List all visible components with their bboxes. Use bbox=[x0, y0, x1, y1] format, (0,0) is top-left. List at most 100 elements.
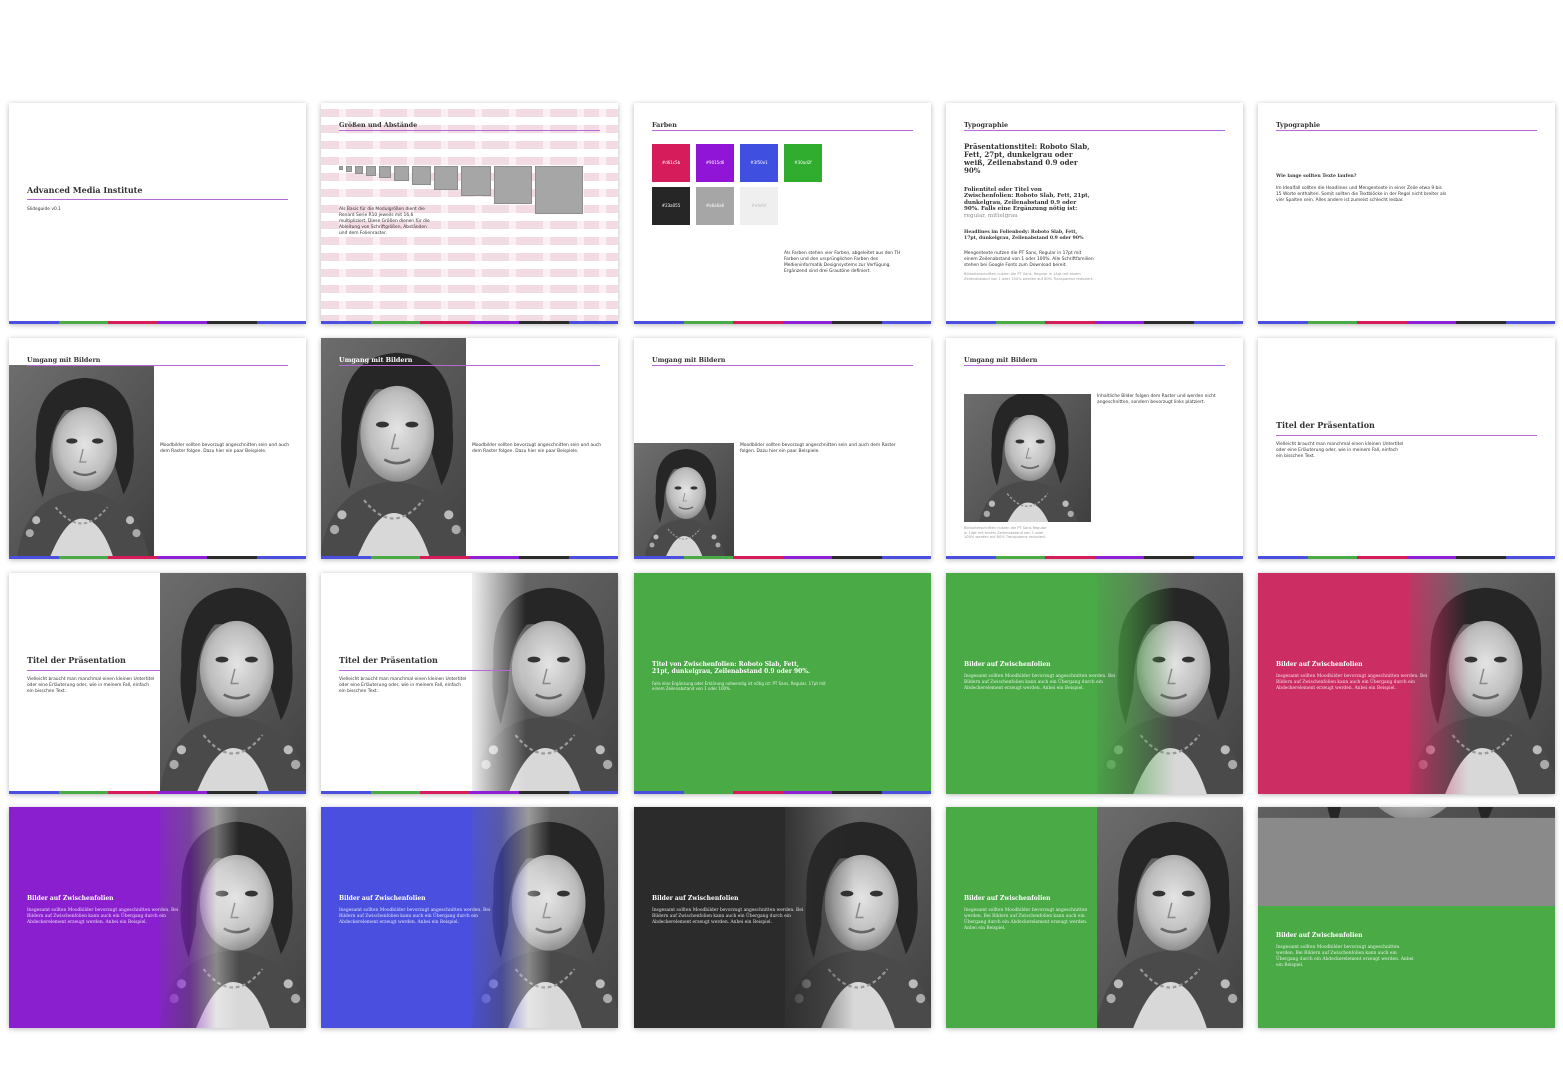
module-box bbox=[339, 166, 343, 170]
slide-images-2[interactable]: Umgang mit Bildern Moodbilder sollten be… bbox=[321, 338, 618, 559]
portrait-photo bbox=[321, 338, 466, 559]
color-bar bbox=[634, 321, 931, 324]
slide-section-pink-photo[interactable]: Bilder auf Zwischenfolien Insgesamt soll… bbox=[1258, 573, 1555, 794]
section-title: Bilder auf Zwischenfolien bbox=[1276, 932, 1363, 939]
color-swatch: #9015d6 bbox=[696, 144, 734, 182]
slide-title[interactable]: Advanced Media Institute Slideguide v0.1 bbox=[9, 103, 306, 324]
portrait-photo bbox=[9, 365, 154, 559]
fade-overlay bbox=[774, 807, 854, 1028]
accent-line bbox=[1276, 435, 1537, 436]
slide-typography-length[interactable]: Typographie Wie lange sollten Texte lauf… bbox=[1258, 103, 1555, 324]
module-box bbox=[355, 166, 363, 174]
presentation-title: Titel der Präsentation bbox=[339, 655, 438, 665]
slide-images-4[interactable]: Umgang mit Bildern Inhaltliche Bilder fo… bbox=[946, 338, 1243, 559]
section-title: Bilder auf Zwischenfolien bbox=[652, 895, 739, 902]
accent-line bbox=[339, 365, 600, 366]
title-sample: Präsentationstitel: Roboto Slab, Fett, 2… bbox=[964, 142, 1090, 175]
slide-section-green[interactable]: Titel von Zwischenfolien: Roboto Slab, F… bbox=[634, 573, 931, 794]
fade-overlay bbox=[149, 807, 239, 1028]
color-swatch: #a6a6a6 bbox=[696, 187, 734, 225]
subtitle: Vielleicht braucht man manchmal einen kl… bbox=[27, 677, 155, 694]
section-title: Bilder auf Zwischenfolien bbox=[964, 895, 1051, 902]
section-text: Insgesamt sollten Moodbilder bevorzugt a… bbox=[652, 908, 804, 925]
color-bar bbox=[9, 791, 306, 794]
slide-heading: Umgang mit Bildern bbox=[652, 356, 726, 364]
portrait-photo bbox=[634, 443, 734, 559]
color-bar bbox=[321, 556, 618, 559]
module-box bbox=[494, 166, 532, 204]
section-text: Insgesamt sollten Moodbilder bevorzugt a… bbox=[339, 908, 491, 925]
color-bar bbox=[946, 321, 1243, 324]
module-box bbox=[535, 166, 583, 214]
module-box bbox=[379, 166, 391, 178]
body-text: Moodbilder sollten bevorzugt angeschnitt… bbox=[160, 443, 290, 454]
accent-line bbox=[27, 365, 288, 366]
slide-section-purple-photo[interactable]: Bilder auf Zwischenfolien Insgesamt soll… bbox=[9, 807, 306, 1028]
color-swatch: #30ad2f bbox=[784, 144, 822, 182]
accent-line bbox=[652, 130, 913, 131]
color-bar bbox=[946, 556, 1243, 559]
slide-heading: Größen und Abstände bbox=[339, 121, 418, 129]
slide-title-photo[interactable]: Titel der Präsentation Vielleicht brauch… bbox=[9, 573, 306, 794]
module-box bbox=[366, 166, 376, 176]
grid-background bbox=[321, 103, 618, 324]
slide-colors[interactable]: Farben #d61c5b #9015d6 #3f50e1 #30ad2f #… bbox=[634, 103, 931, 324]
color-swatch: #23a055 bbox=[652, 187, 690, 225]
accent-line bbox=[1276, 130, 1537, 131]
heading-sample-note: regular, mittelgrau bbox=[964, 212, 1018, 219]
accent-line bbox=[652, 365, 913, 366]
slide-section-blue-photo[interactable]: Bilder auf Zwischenfolien Insgesamt soll… bbox=[321, 807, 618, 1028]
heading-sample: Folientitel oder Titel von Zwischenfolie… bbox=[964, 187, 1092, 219]
color-bar bbox=[321, 321, 618, 324]
slide-heading: Typographie bbox=[964, 121, 1009, 129]
slide-section-green-photo[interactable]: Bilder auf Zwischenfolien Insgesamt soll… bbox=[946, 573, 1243, 794]
portrait-photo bbox=[1097, 807, 1243, 1028]
slide-heading: Umgang mit Bildern bbox=[339, 356, 413, 364]
section-text: Insgesamt sollten Moodbilder bevorzugt a… bbox=[1276, 674, 1428, 691]
slide-section-dark-photo[interactable]: Bilder auf Zwischenfolien Insgesamt soll… bbox=[634, 807, 931, 1028]
slide-typography[interactable]: Typographie Präsentationstitel: Roboto S… bbox=[946, 103, 1243, 324]
section-title: Bilder auf Zwischenfolien bbox=[1276, 661, 1363, 668]
accent-line bbox=[339, 670, 511, 671]
body-text: Als Basis für die Modulgrößen dient die … bbox=[339, 207, 430, 236]
slide-section-green-split[interactable]: Bilder auf Zwischenfolien Insgesamt soll… bbox=[946, 807, 1243, 1028]
body-text: Moodbilder sollten bevorzugt angeschnitt… bbox=[740, 443, 896, 454]
color-swatch: #efefef bbox=[740, 187, 778, 225]
slide-heading: Typographie bbox=[1276, 121, 1321, 129]
accent-line bbox=[27, 670, 160, 671]
fade-overlay bbox=[1398, 573, 1468, 794]
body-text: Im Idealfall sollten die Headlines und M… bbox=[1276, 186, 1447, 203]
question-heading: Wie lange sollten Texte laufen? bbox=[1276, 174, 1357, 179]
section-text: Falls eine Ergänzung oder Erklärung notw… bbox=[652, 681, 826, 691]
module-box bbox=[394, 166, 409, 181]
subheading-sample: Headlines im Folienbody: Roboto Slab, Fe… bbox=[964, 230, 1084, 241]
module-box bbox=[412, 166, 431, 185]
slide-title-photo-fade[interactable]: Titel der Präsentation Vielleicht brauch… bbox=[321, 573, 618, 794]
accent-line bbox=[964, 130, 1225, 131]
accent-line bbox=[964, 365, 1225, 366]
slide-images-1[interactable]: Umgang mit Bildern Moodbilder sollten be… bbox=[9, 338, 306, 559]
presentation-title: Titel der Präsentation bbox=[1276, 420, 1375, 430]
slide-title-2[interactable]: Titel der Präsentation Vielleicht brauch… bbox=[1258, 338, 1555, 559]
subtitle: Vielleicht braucht man manchmal einen kl… bbox=[1276, 442, 1404, 459]
slide-heading: Farben bbox=[652, 121, 677, 129]
color-bar bbox=[9, 556, 306, 559]
section-text: Insgesamt sollten Moodbilder bevorzugt a… bbox=[1276, 945, 1414, 968]
section-title: Bilder auf Zwischenfolien bbox=[964, 661, 1051, 668]
section-text: Insgesamt sollten Moodbilder bevorzugt a… bbox=[964, 908, 1088, 931]
fade-overlay bbox=[461, 807, 551, 1028]
slide-section-green-top-photo[interactable]: Bilder auf Zwischenfolien Insgesamt soll… bbox=[1258, 807, 1555, 1028]
portrait-photo bbox=[160, 573, 306, 794]
color-swatch: #d61c5b bbox=[652, 144, 690, 182]
accent-line bbox=[27, 199, 288, 200]
presentation-title: Titel der Präsentation bbox=[27, 655, 126, 665]
slide-images-3[interactable]: Umgang mit Bildern Moodbilder sollten be… bbox=[634, 338, 931, 559]
subtitle: Vielleicht braucht man manchmal einen kl… bbox=[339, 677, 467, 694]
section-title: Titel von Zwischenfolien: Roboto Slab, F… bbox=[652, 661, 811, 675]
slide-heading: Umgang mit Bildern bbox=[964, 356, 1038, 364]
slide-heading: Umgang mit Bildern bbox=[27, 356, 101, 364]
slide-sizes[interactable]: Größen und Abstände Als Basis für die Mo… bbox=[321, 103, 618, 324]
portrait-photo bbox=[1258, 807, 1555, 906]
subtitle: Slideguide v0.1 bbox=[27, 207, 61, 212]
color-bar bbox=[321, 791, 618, 794]
